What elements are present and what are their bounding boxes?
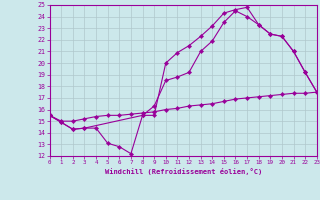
X-axis label: Windchill (Refroidissement éolien,°C): Windchill (Refroidissement éolien,°C) — [105, 168, 262, 175]
